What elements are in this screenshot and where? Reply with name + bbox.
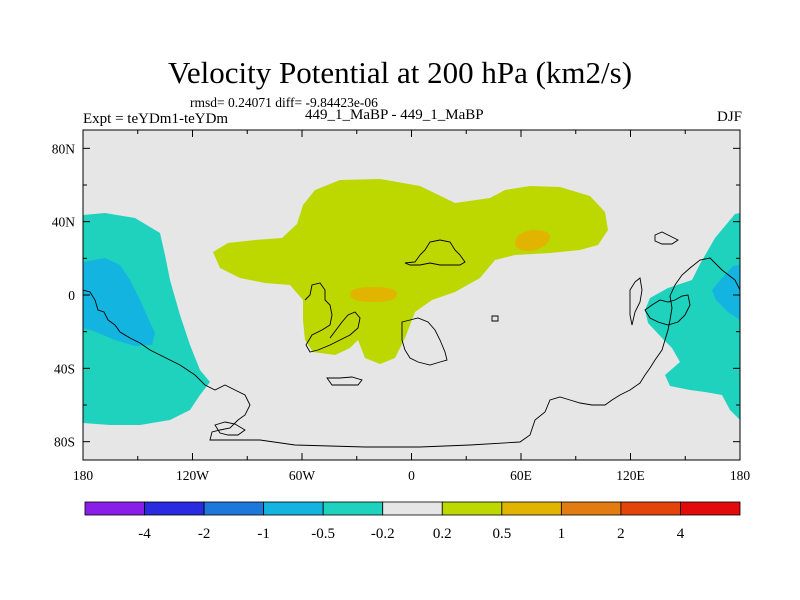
colorbar-label: 2 <box>617 526 625 542</box>
colorbar-label: -1 <box>257 526 270 542</box>
contour-neg-west-inner <box>83 258 155 346</box>
colorbar-swatch <box>441 501 503 516</box>
stats-label: rmsd= 0.24071 diff= -9.84423e-06 <box>190 95 378 110</box>
coastline-antarctic-peninsula <box>214 421 246 436</box>
lon-tick-label: 120E <box>616 468 645 483</box>
colorbar-label: 0.2 <box>433 526 452 542</box>
colorbar-label: -0.2 <box>371 526 395 542</box>
colorbar-label: -4 <box>138 526 151 542</box>
colorbar-label: 4 <box>677 526 685 542</box>
colorbar-label: 1 <box>558 526 566 542</box>
coastline-africa-south <box>401 317 448 366</box>
lat-tick-label: 40S <box>54 361 75 376</box>
contour-pos-band <box>213 179 608 364</box>
plot-title: Velocity Potential at 200 hPa (km2/s) <box>167 55 633 90</box>
experiment-label: Expt = teYDm1-teYDm <box>83 111 229 127</box>
colorbar-swatch <box>84 501 145 516</box>
colorbar-label: -0.5 <box>311 526 335 542</box>
run-comparison-label: 449_1_MaBP - 449_1_MaBP <box>305 107 484 123</box>
coastlines <box>83 231 740 448</box>
coastline-island-small <box>491 315 499 322</box>
contour-fill-layer <box>83 179 740 425</box>
lon-tick-label: 60W <box>289 468 316 483</box>
lat-tick-label: 80N <box>52 141 76 156</box>
axis-labels: 80N 40N 0 40S 80S 180 120W 60W 0 60E 120E 180 <box>52 141 751 483</box>
contour-pos-atlantic-core <box>350 287 397 302</box>
coastline-asia-east <box>654 231 679 245</box>
lat-tick-label: 0 <box>68 288 75 303</box>
colorbar-swatch <box>203 501 265 516</box>
coastline-south-america <box>83 257 740 448</box>
colorbar-label: 0.5 <box>492 526 511 542</box>
colorbar: -4 -2 -1 -0.5 -0.2 0.2 0.5 1 2 4 <box>84 501 741 542</box>
coastline-australia <box>644 294 691 326</box>
colorbar-swatch <box>620 501 681 516</box>
axis-ticks <box>82 130 741 460</box>
coastline-west-africa <box>304 282 361 353</box>
lat-tick-label: 40N <box>52 215 76 230</box>
lon-tick-label: 60E <box>510 468 532 483</box>
lon-tick-label: 0 <box>408 468 415 483</box>
season-label: DJF <box>716 109 742 125</box>
coastline-indonesia <box>629 277 643 326</box>
lon-tick-label: 180 <box>73 468 94 483</box>
lon-tick-label: 180 <box>730 468 751 483</box>
colorbar-swatch <box>680 501 741 516</box>
lat-tick-label: 80S <box>54 435 75 450</box>
coastline-island-south-atlantic <box>326 376 363 386</box>
colorbar-swatch <box>501 501 562 516</box>
colorbar-swatch <box>144 501 205 516</box>
contour-pos-africa-core <box>515 230 550 251</box>
colorbar-swatch <box>322 501 384 516</box>
coastline-eurasia <box>404 239 466 266</box>
colorbar-label: -2 <box>198 526 211 542</box>
colorbar-swatch <box>560 501 622 516</box>
colorbar-swatch <box>263 501 324 516</box>
colorbar-swatch <box>382 501 443 516</box>
lon-tick-label: 120W <box>176 468 209 483</box>
